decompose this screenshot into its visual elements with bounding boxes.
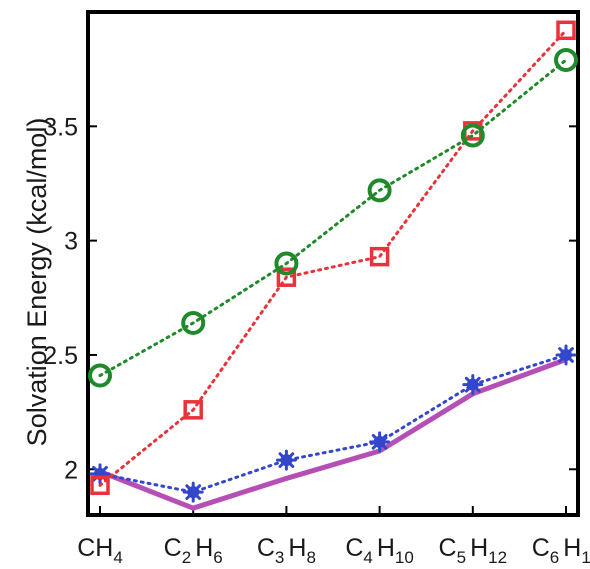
data-point-square: [369, 246, 390, 267]
data-point-square: [276, 267, 297, 287]
series-line: [98, 58, 568, 378]
x-tick-label: C3 H8: [257, 534, 316, 567]
data-point-star: [369, 431, 391, 453]
x-tick-label: C2 H6: [164, 534, 223, 567]
data-point-star: [275, 449, 297, 471]
data-point-circle: [88, 363, 112, 388]
series-none-0: [99, 357, 567, 511]
y-tick-label: 2.5: [43, 342, 78, 370]
data-point-star: [462, 374, 484, 396]
y-axis-label: Solvation Energy (kcal/mol): [22, 118, 52, 447]
series-square-2: [90, 20, 576, 496]
series-layer: [88, 20, 578, 511]
data-point-circle: [274, 251, 299, 276]
data-point-circle: [367, 178, 392, 203]
data-point-square: [556, 20, 576, 41]
y-tick-label: 3.5: [43, 113, 78, 141]
series-line: [99, 357, 567, 511]
x-tick-label: C4 H10: [345, 534, 414, 567]
data-point-star: [182, 481, 204, 503]
series-line: [98, 28, 568, 487]
data-point-circle: [181, 310, 206, 335]
data-point-star: [555, 344, 577, 366]
data-point-circle: [554, 48, 578, 73]
data-point-circle: [460, 123, 485, 148]
y-tick-label: 3: [64, 228, 78, 256]
series-line: [98, 353, 568, 494]
series-circle-3: [88, 48, 578, 388]
data-point-square: [90, 475, 110, 496]
plot-frame: [86, 10, 580, 517]
data-point-square: [183, 400, 203, 420]
y-tick-label: 2: [64, 456, 78, 484]
series-star-1: [89, 344, 577, 503]
x-tick-label: CH4: [77, 534, 123, 567]
x-tick-label: C5 H12: [439, 534, 508, 567]
x-tick-label: C6H14: [532, 534, 590, 567]
